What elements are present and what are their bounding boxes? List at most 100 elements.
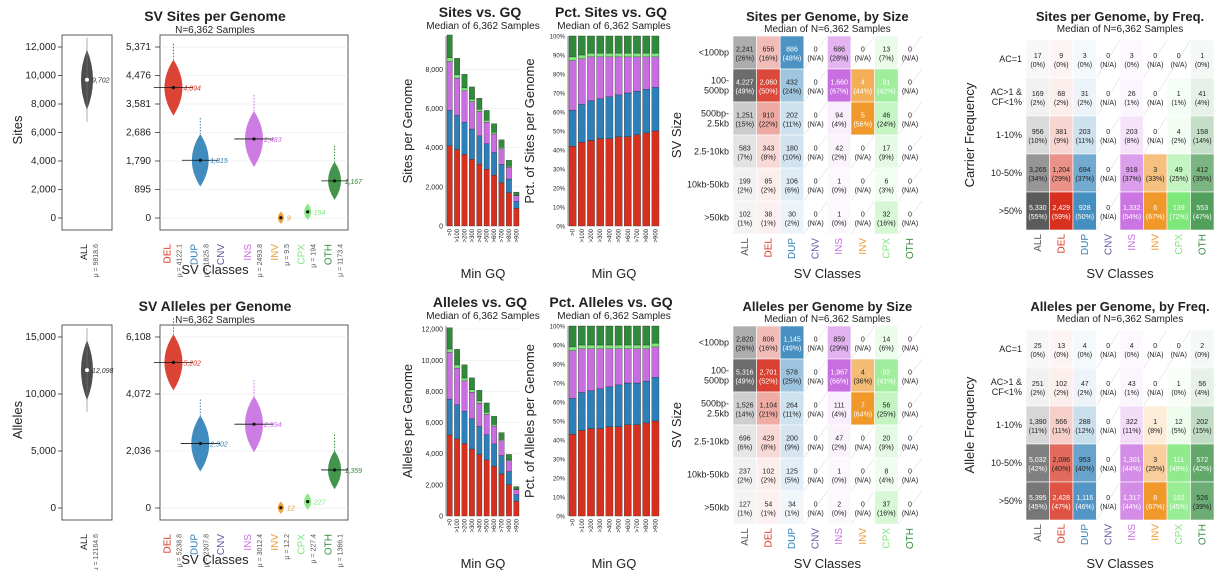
size-cell-pct: (21%) bbox=[759, 412, 778, 419]
gq-bar-cpx bbox=[506, 460, 511, 461]
size-cell-value: 30 bbox=[788, 212, 796, 219]
freq-cell-value: 111 bbox=[1173, 457, 1184, 464]
freq-cell-pct: (9%) bbox=[1054, 138, 1069, 145]
size-col-label: ALL bbox=[740, 528, 751, 546]
gq-bar-oth bbox=[447, 35, 452, 58]
gq-bar-oth bbox=[506, 160, 511, 166]
gq-bar-cpx bbox=[454, 75, 459, 78]
size-cell-value: 0 bbox=[814, 113, 818, 120]
gq-bar-cpx bbox=[491, 132, 496, 134]
size-cell-value: 432 bbox=[786, 80, 798, 87]
pct-bar-dup bbox=[615, 385, 622, 427]
freq-cell-value: 2,429 bbox=[1052, 205, 1070, 212]
pct-bar-cpx bbox=[569, 347, 576, 351]
freq-cell-value: 0 bbox=[1153, 343, 1157, 350]
size-cell-pct: (2%) bbox=[737, 478, 752, 485]
pct-bar-oth bbox=[643, 36, 650, 53]
size-cell-pct: (N/A) bbox=[807, 445, 823, 452]
pct-xtick: >500 bbox=[617, 518, 623, 532]
size-cell-pct: (44%) bbox=[853, 89, 872, 96]
size-cell-value: 0 bbox=[861, 212, 865, 219]
freq-row-label: 1-10% bbox=[996, 420, 1022, 430]
gq-xlabel: Min GQ bbox=[461, 266, 506, 281]
size-cell-value: 13 bbox=[883, 47, 891, 54]
pct-bar-oth bbox=[578, 36, 585, 55]
violin-mean-cpx: μ = 227.4 bbox=[311, 534, 318, 564]
pct-ylabel: Pct. of Sites per Genome bbox=[522, 58, 537, 203]
pct-ytick: 40% bbox=[553, 439, 566, 445]
size-cell-value: 0 bbox=[814, 403, 818, 410]
gq-bar-oth bbox=[477, 98, 482, 109]
size-cell-pct: (N/A) bbox=[855, 346, 871, 353]
gq-bar-dup bbox=[477, 426, 482, 454]
pct-bar-dup bbox=[633, 383, 640, 425]
freq-cell-value: 1,332 bbox=[1123, 205, 1141, 212]
pct-bar-ins bbox=[624, 57, 631, 93]
size-cell-pct: (N/A) bbox=[807, 188, 823, 195]
gq-xtick: >700 bbox=[500, 518, 506, 532]
freq-cell-value: 0 bbox=[1177, 53, 1181, 60]
freq-cell-value: 322 bbox=[1126, 419, 1138, 426]
violin-median-dot-inv bbox=[279, 216, 282, 219]
pct-xtick: >400 bbox=[607, 228, 613, 242]
freq-cell-pct: (54%) bbox=[1122, 214, 1141, 221]
violin-title: SV Sites per Genome bbox=[144, 8, 286, 24]
freq-cell-value: 4 bbox=[1083, 343, 1087, 350]
size-cell-value: 1,526 bbox=[736, 403, 754, 410]
size-cell-value: 2 bbox=[837, 502, 841, 509]
pct-bar-ins bbox=[569, 351, 576, 399]
gq-xtick: >500 bbox=[485, 228, 491, 242]
freq-cell-pct: (0%) bbox=[1124, 62, 1139, 69]
size-cell-pct: (2%) bbox=[785, 221, 800, 228]
pct-xtick: >900 bbox=[653, 228, 659, 242]
size-cell-pct: (24%) bbox=[877, 122, 896, 129]
freq-cell-value: 0 bbox=[1106, 495, 1110, 502]
violin-all-ytick: 6,000 bbox=[31, 128, 56, 139]
size-cell-value: 0 bbox=[908, 212, 912, 219]
freq-cell-pct: (40%) bbox=[1075, 466, 1094, 473]
gq-xtick: >600 bbox=[492, 228, 498, 242]
freq-cell-value: 8 bbox=[1153, 495, 1157, 502]
gq-bar-cpx bbox=[477, 401, 482, 403]
pct-xtick: >500 bbox=[617, 228, 623, 242]
pct-bar-cpx bbox=[652, 343, 659, 347]
freq-cell-value: 1,116 bbox=[1076, 495, 1093, 502]
freq-col-label: ALL bbox=[1033, 234, 1044, 252]
freq-cell-pct: (40%) bbox=[1052, 466, 1071, 473]
pct-bar-ins bbox=[578, 59, 585, 105]
size-cell-value: 1,660 bbox=[830, 80, 848, 87]
violin-median-label-ins: 2,483 bbox=[263, 137, 282, 144]
size-cell-pct: (4%) bbox=[879, 478, 894, 485]
violin-all-ytick: 10,000 bbox=[25, 389, 56, 400]
violin-median-dot-del bbox=[172, 361, 175, 364]
pct-subtitle: Median of 6,362 Samples bbox=[557, 311, 670, 322]
violin-mean-inv: μ = 12.2 bbox=[284, 534, 291, 560]
size-cell-pct: (0%) bbox=[832, 511, 847, 518]
size-cell-value: 1,251 bbox=[736, 113, 754, 120]
size-cell-pct: (16%) bbox=[759, 346, 778, 353]
size-cell-value: 92 bbox=[883, 370, 891, 377]
size-cell-pct: (N/A) bbox=[855, 221, 871, 228]
freq-col-label: DEL bbox=[1056, 524, 1067, 544]
gq-bar-ins bbox=[514, 490, 519, 495]
gq-bar-ins bbox=[469, 392, 474, 418]
gq-bar-del bbox=[469, 159, 474, 226]
freq-col-label: INS bbox=[1127, 524, 1138, 541]
gq-bar-ins bbox=[514, 196, 519, 202]
pct-bar-ins bbox=[597, 349, 604, 389]
pct-bar-ins bbox=[615, 349, 622, 385]
freq-cell-pct: (47%) bbox=[1052, 504, 1071, 511]
freq-row-label: 1-10% bbox=[996, 130, 1022, 140]
freq-cell-value: 1,317 bbox=[1123, 495, 1141, 502]
freq-cell-pct: (0%) bbox=[1077, 62, 1092, 69]
violin-median-label-oth: 1,167 bbox=[345, 179, 364, 186]
size-cell-pct: (N/A) bbox=[807, 346, 823, 353]
size-row-label: 100- bbox=[711, 76, 729, 86]
gq-xtick: >500 bbox=[485, 518, 491, 532]
size-col-label: CPX bbox=[881, 238, 892, 259]
pct-bar-oth bbox=[597, 326, 604, 345]
freq-cell-value: 0 bbox=[1106, 205, 1110, 212]
violin-all-median-label: 12,098 bbox=[92, 368, 114, 375]
gq-bar-dup bbox=[447, 110, 452, 146]
